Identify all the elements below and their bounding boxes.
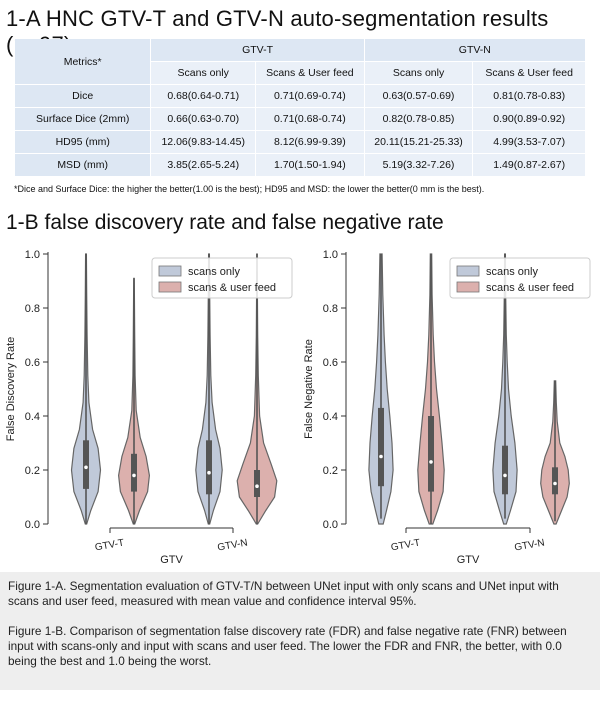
row-label: Dice <box>15 85 151 107</box>
legend-label: scans & user feed <box>188 282 276 294</box>
row-label: Surface Dice (2mm) <box>15 108 151 130</box>
y-tick-label: 0.0 <box>25 519 40 531</box>
caption-1b: Figure 1-B. Comparison of segmentation f… <box>8 624 567 668</box>
legend-label: scans & user feed <box>486 282 574 294</box>
legend-swatch <box>456 281 480 293</box>
fnr-violin-chart: 0.0 0.2 0.4 0.6 0.8 1.0 False Negative Rate GTV… <box>303 249 591 566</box>
y-tick-label: 1.0 <box>25 249 40 261</box>
violin-median <box>84 465 88 470</box>
violin-median <box>379 454 383 459</box>
legend-label: scans only <box>188 266 240 278</box>
table-cell: 0.68(0.64-0.71) <box>151 85 256 107</box>
legend-box <box>151 257 293 299</box>
y-tick-label: 0.2 <box>25 465 40 477</box>
violin-iqr-box <box>206 440 212 495</box>
x-axis-label: GTV <box>457 554 480 566</box>
y-tick-label: 0.8 <box>323 303 338 315</box>
y-tick-label: 0.4 <box>323 411 338 423</box>
subheader: Scans only <box>151 62 256 84</box>
table-footnote: *Dice and Surface Dice: the higher the b… <box>14 184 485 194</box>
table-row: Dice 0.68(0.64-0.71) 0.71(0.69-0.74) 0.6… <box>15 85 585 107</box>
y-tick-label: 0.4 <box>25 411 40 423</box>
violin-median <box>255 484 259 488</box>
table-cell: 0.71(0.68-0.74) <box>256 108 364 130</box>
table-cell: 0.90(0.89-0.92) <box>473 108 585 130</box>
subheader: Scans only <box>364 62 473 84</box>
legend-swatch <box>158 281 182 293</box>
y-axis-label: False Discovery Rate <box>5 337 17 442</box>
violin-iqr-box <box>131 453 137 492</box>
fdr-violin-chart: 0.0 0.2 0.4 0.6 0.8 1.0 False Discovery Rate GT… <box>5 249 293 566</box>
violin-iqr-box <box>552 467 558 495</box>
x-tick-label: GTV-N <box>217 537 249 553</box>
y-tick-label: 0.6 <box>323 357 338 369</box>
y-tick-label: 0.6 <box>25 357 40 369</box>
violin-iqr-box <box>378 407 384 487</box>
table-cell: 0.71(0.69-0.74) <box>256 85 364 107</box>
group-header-gtv-n: GTV-N <box>364 39 585 61</box>
y-tick-label: 0.8 <box>25 303 40 315</box>
table-cell: 0.66(0.63-0.70) <box>151 108 256 130</box>
caption-1a: Figure 1-A. Segmentation evaluation of G… <box>8 579 559 608</box>
violin-median <box>553 481 557 486</box>
metrics-header: Metrics* <box>15 39 151 84</box>
legend-box <box>449 257 591 299</box>
table-cell: 4.99(3.53-7.07) <box>473 131 585 153</box>
figure-caption: Figure 1-A. Segmentation evaluation of G… <box>0 572 600 690</box>
x-tick-label: GTV-T <box>94 538 125 554</box>
violin-median <box>503 473 507 478</box>
violin-median <box>429 460 433 464</box>
violin-median <box>132 473 136 478</box>
table-cell: 5.19(3.32-7.26) <box>364 154 473 176</box>
row-label: MSD (mm) <box>15 154 151 176</box>
x-tick-label: GTV-T <box>390 538 421 554</box>
group-header-gtv-t: GTV-T <box>151 39 364 61</box>
violin-iqr-box <box>428 416 434 492</box>
x-axis-label: GTV <box>160 554 183 566</box>
section-title-b: 1-B false discovery rate and false negat… <box>6 211 444 234</box>
y-axis-label: False Negative Rate <box>303 339 315 439</box>
row-label: HD95 (mm) <box>15 131 151 153</box>
legend-swatch <box>456 265 480 277</box>
y-tick-label: 0.2 <box>323 465 338 477</box>
violin-iqr-box <box>254 470 260 497</box>
table-row: Surface Dice (2mm) 0.66(0.63-0.70) 0.71(… <box>15 108 585 130</box>
table-cell: 0.63(0.57-0.69) <box>364 85 473 107</box>
subheader: Scans & User feed <box>256 62 364 84</box>
table-cell: 12.06(9.83-14.45) <box>151 131 256 153</box>
metrics-table: Metrics* GTV-T GTV-N Scans only Scans & … <box>14 38 586 177</box>
table-cell: 1.70(1.50-1.94) <box>256 154 364 176</box>
table-cell: 1.49(0.87-2.67) <box>473 154 585 176</box>
legend-label: scans only <box>486 266 538 278</box>
violin-median <box>207 470 211 475</box>
violin-iqr-box <box>502 445 508 495</box>
table-row: MSD (mm) 3.85(2.65-5.24) 1.70(1.50-1.94)… <box>15 154 585 176</box>
legend-swatch <box>158 265 182 277</box>
table-cell: 0.82(0.78-0.85) <box>364 108 473 130</box>
table-cell: 3.85(2.65-5.24) <box>151 154 256 176</box>
subheader: Scans & User feed <box>473 62 585 84</box>
y-tick-label: 0.0 <box>323 519 338 531</box>
table-cell: 20.11(15.21-25.33) <box>364 131 473 153</box>
x-tick-label: GTV-N <box>514 537 546 553</box>
table-row: HD95 (mm) 12.06(9.83-14.45) 8.12(6.99-9.… <box>15 131 585 153</box>
y-tick-label: 1.0 <box>323 249 338 261</box>
table-cell: 8.12(6.99-9.39) <box>256 131 364 153</box>
violin-iqr-box <box>83 440 89 489</box>
table-cell: 0.81(0.78-0.83) <box>473 85 585 107</box>
